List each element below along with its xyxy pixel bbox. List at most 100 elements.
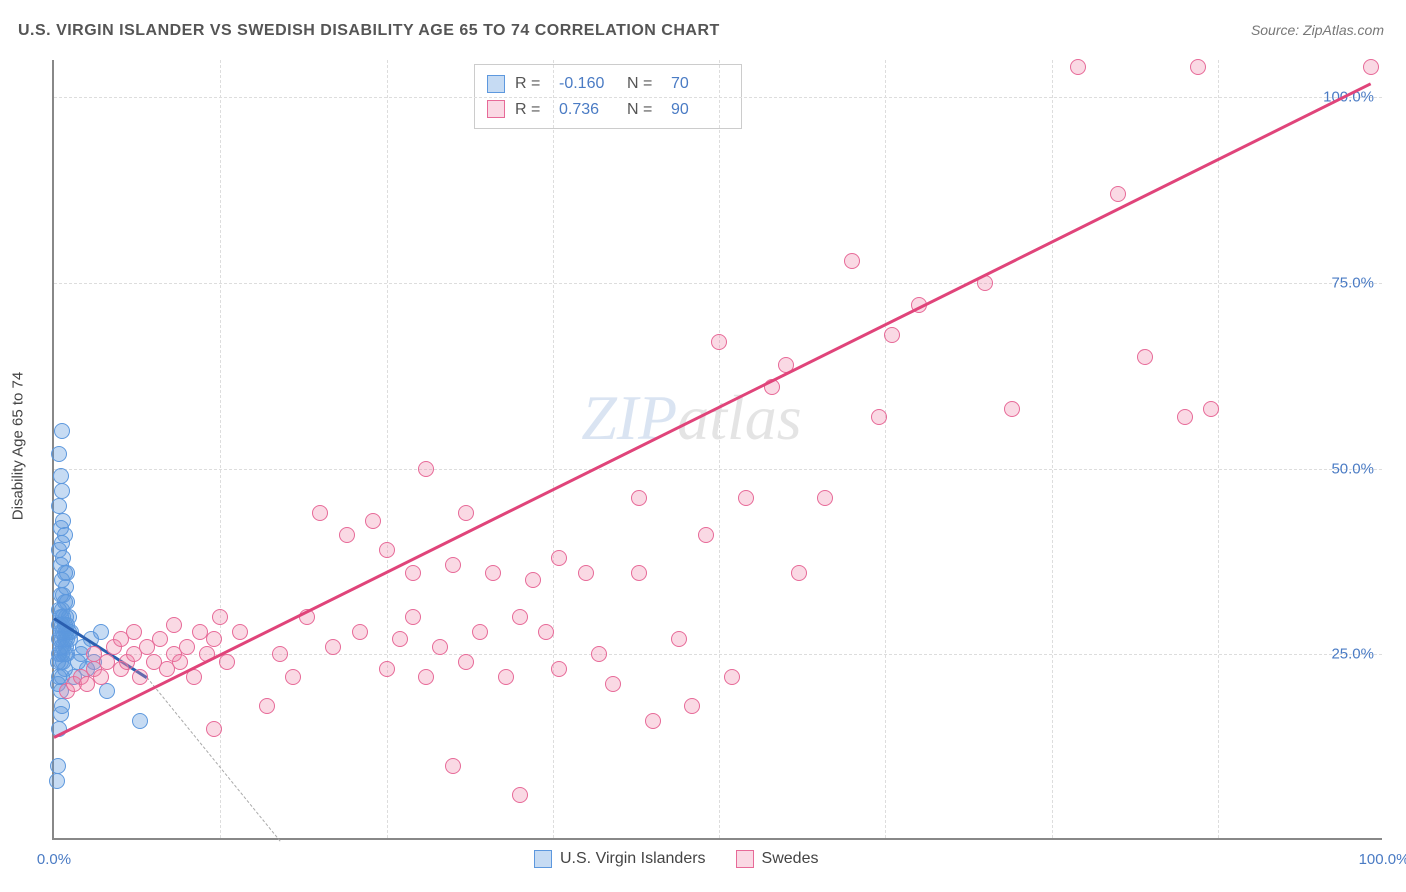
scatter-point xyxy=(445,758,461,774)
legend-swatch xyxy=(736,850,754,868)
legend-swatch xyxy=(487,75,505,93)
scatter-point xyxy=(472,624,488,640)
scatter-point xyxy=(272,646,288,662)
scatter-point xyxy=(485,565,501,581)
scatter-point xyxy=(538,624,554,640)
gridline-v xyxy=(1052,60,1053,838)
scatter-point xyxy=(791,565,807,581)
scatter-point xyxy=(206,631,222,647)
scatter-point xyxy=(51,446,67,462)
scatter-point xyxy=(50,758,66,774)
scatter-point xyxy=(132,669,148,685)
x-tick-label: 100.0% xyxy=(1359,851,1406,868)
scatter-point xyxy=(432,639,448,655)
scatter-point xyxy=(738,490,754,506)
scatter-point xyxy=(605,676,621,692)
stat-R-label: R = xyxy=(515,97,549,123)
scatter-point xyxy=(884,327,900,343)
scatter-point xyxy=(551,661,567,677)
scatter-point xyxy=(684,698,700,714)
stat-N-value: 70 xyxy=(671,71,729,97)
trend-line xyxy=(53,82,1371,738)
scatter-point xyxy=(53,468,69,484)
scatter-point xyxy=(671,631,687,647)
scatter-point xyxy=(591,646,607,662)
scatter-point xyxy=(206,721,222,737)
scatter-point xyxy=(418,461,434,477)
scatter-point xyxy=(525,572,541,588)
scatter-point xyxy=(172,654,188,670)
scatter-point xyxy=(392,631,408,647)
scatter-point xyxy=(871,409,887,425)
scatter-point xyxy=(631,565,647,581)
bottom-legend: U.S. Virgin Islanders Swedes xyxy=(534,850,818,868)
scatter-point xyxy=(645,713,661,729)
scatter-point xyxy=(54,483,70,499)
watermark-part1: ZIP xyxy=(581,382,677,453)
scatter-point xyxy=(212,609,228,625)
scatter-point xyxy=(54,423,70,439)
legend-label: Swedes xyxy=(762,850,819,868)
scatter-point xyxy=(1190,59,1206,75)
scatter-point xyxy=(93,669,109,685)
legend-label: U.S. Virgin Islanders xyxy=(560,850,706,868)
scatter-point xyxy=(339,527,355,543)
scatter-point xyxy=(724,669,740,685)
legend-item: U.S. Virgin Islanders xyxy=(534,850,706,868)
scatter-point xyxy=(49,773,65,789)
scatter-point xyxy=(1070,59,1086,75)
gridline-v xyxy=(220,60,221,838)
stat-N-value: 90 xyxy=(671,97,729,123)
chart-title: U.S. VIRGIN ISLANDER VS SWEDISH DISABILI… xyxy=(18,22,720,40)
scatter-point xyxy=(259,698,275,714)
gridline-h xyxy=(54,283,1382,284)
scatter-point xyxy=(285,669,301,685)
scatter-point xyxy=(55,513,71,529)
scatter-point xyxy=(418,669,434,685)
y-tick-label: 25.0% xyxy=(1331,646,1374,663)
scatter-point xyxy=(458,654,474,670)
scatter-point xyxy=(1203,401,1219,417)
gridline-v xyxy=(553,60,554,838)
x-tick-label: 0.0% xyxy=(37,851,71,868)
scatter-point xyxy=(844,253,860,269)
scatter-point xyxy=(54,698,70,714)
legend-item: Swedes xyxy=(736,850,819,868)
scatter-point xyxy=(817,490,833,506)
scatter-point xyxy=(379,542,395,558)
scatter-point xyxy=(93,624,109,640)
stat-R-label: R = xyxy=(515,71,549,97)
scatter-point xyxy=(512,787,528,803)
gridline-v xyxy=(1218,60,1219,838)
gridline-v xyxy=(885,60,886,838)
scatter-point xyxy=(405,565,421,581)
stats-row: R =0.736N =90 xyxy=(487,97,729,123)
scatter-point xyxy=(445,557,461,573)
y-axis-label: Disability Age 65 to 74 xyxy=(10,372,27,520)
scatter-point xyxy=(99,683,115,699)
scatter-point xyxy=(365,513,381,529)
stat-N-label: N = xyxy=(627,97,661,123)
scatter-point xyxy=(498,669,514,685)
source-label: Source: ZipAtlas.com xyxy=(1251,22,1384,38)
stat-R-value: -0.160 xyxy=(559,71,617,97)
scatter-point xyxy=(132,713,148,729)
scatter-point xyxy=(551,550,567,566)
legend-swatch xyxy=(534,850,552,868)
scatter-point xyxy=(1363,59,1379,75)
scatter-point xyxy=(352,624,368,640)
scatter-point xyxy=(711,334,727,350)
stats-row: R =-0.160N =70 xyxy=(487,71,729,97)
plot-area: ZIPatlas R =-0.160N =70R =0.736N =90 U.S… xyxy=(52,60,1382,840)
legend-swatch xyxy=(487,100,505,118)
scatter-point xyxy=(126,624,142,640)
gridline-v xyxy=(387,60,388,838)
scatter-point xyxy=(631,490,647,506)
y-tick-label: 75.0% xyxy=(1331,274,1374,291)
scatter-point xyxy=(51,498,67,514)
gridline-v xyxy=(719,60,720,838)
scatter-point xyxy=(379,661,395,677)
scatter-point xyxy=(578,565,594,581)
gridline-h xyxy=(54,97,1382,98)
scatter-point xyxy=(166,617,182,633)
